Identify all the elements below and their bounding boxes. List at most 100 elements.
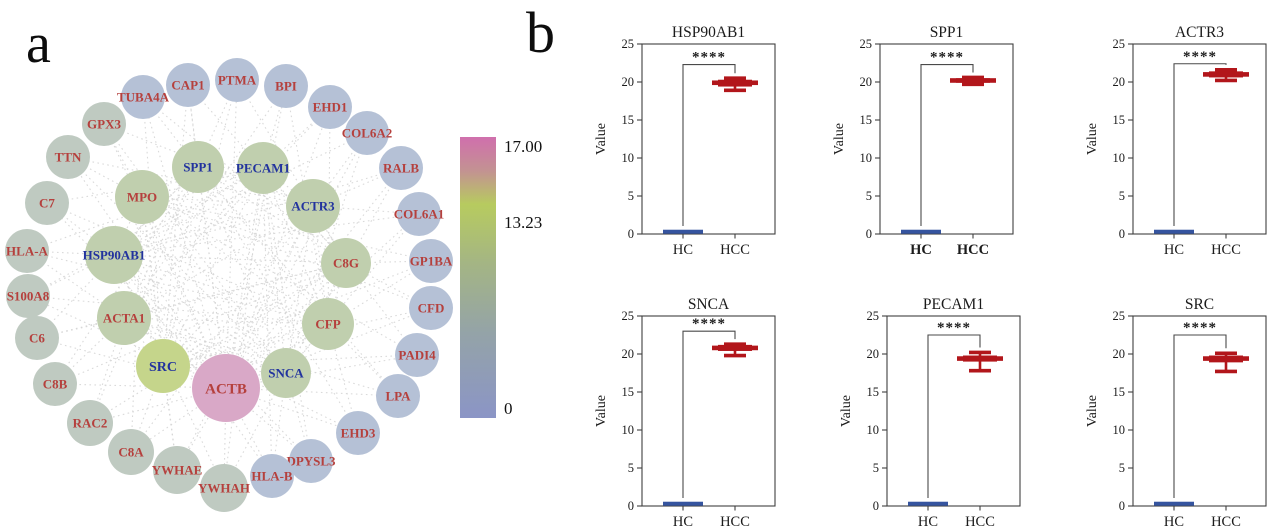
node-label-RALB: RALB: [383, 161, 419, 176]
node-label-GP1BA: GP1BA: [410, 254, 453, 269]
hc-box: [901, 229, 941, 234]
network-edges: [26, 79, 432, 489]
hc-box: [908, 501, 948, 506]
hcc-box: [1203, 68, 1249, 83]
node-circle-SPP1: [172, 141, 224, 193]
boxplot-snca: SNCA 0 5 10 15 20 25 Value HC HCC ****: [592, 292, 784, 532]
x-tick-label-HCC: HCC: [720, 514, 750, 530]
network-node-SRC: SRC: [136, 339, 190, 393]
sig-stars: ****: [692, 316, 726, 332]
node-circle-BPI: [264, 64, 308, 108]
colorbar-gradient: [460, 137, 496, 418]
network-node-PECAM1: PECAM1: [236, 142, 290, 194]
hcc-box: [712, 342, 758, 358]
y-tick-label: 15: [622, 113, 635, 127]
chart-title: ACTR3: [1175, 24, 1224, 41]
y-tick-label: 25: [622, 309, 635, 323]
network-node-GP1BA: GP1BA: [409, 239, 453, 283]
node-circle-LPA: [376, 374, 420, 418]
network-node-LPA: LPA: [376, 374, 420, 418]
network-node-HSP90AB1: HSP90AB1: [83, 226, 145, 284]
y-tick-label: 0: [873, 499, 879, 513]
node-label-ACTA1: ACTA1: [103, 311, 145, 326]
network-node-HLA-A: HLA-A: [5, 229, 49, 273]
node-circle-RAC2: [67, 400, 113, 446]
node-label-SPP1: SPP1: [183, 160, 213, 175]
sig-bracket: [1173, 63, 1227, 227]
node-label-COL6A2: COL6A2: [342, 126, 393, 141]
node-circle-GPX3: [82, 102, 126, 146]
node-circle-PADI4: [395, 333, 439, 377]
y-axis-label: Value: [594, 123, 609, 155]
network-node-C8G: C8G: [321, 238, 371, 288]
boxplot-svg-ACTR3: ACTR3 0 5 10 15 20 25 Value HC HCC ****: [1085, 24, 1267, 258]
node-circle-C6: [15, 316, 59, 360]
node-circle-TUBA4A: [121, 75, 165, 119]
y-tick-label: 25: [867, 309, 880, 323]
network-node-ACTB: ACTB: [192, 354, 260, 422]
network-node-PTMA: PTMA: [215, 58, 259, 102]
hcc-box: [950, 75, 996, 87]
y-tick-label: 5: [1119, 461, 1125, 475]
node-label-S100A8: S100A8: [7, 289, 50, 304]
node-circle-CFD: [409, 286, 453, 330]
node-circle-S100A8: [6, 274, 50, 318]
x-tick-label-HCC: HCC: [1211, 514, 1241, 530]
y-tick-label: 25: [622, 37, 635, 51]
colorbar-min-label: 0: [504, 399, 513, 418]
chart-title: SPP1: [930, 24, 964, 41]
panel-b-label: b: [526, 0, 555, 65]
node-circle-COL6A2: [345, 111, 389, 155]
node-circle-ACTR3: [286, 179, 340, 233]
node-label-PADI4: PADI4: [398, 348, 436, 363]
network-node-C8B: C8B: [33, 362, 77, 406]
y-tick-label: 5: [628, 189, 634, 203]
y-axis-label: Value: [832, 123, 847, 155]
network-node-RALB: RALB: [379, 146, 423, 190]
node-label-PECAM1: PECAM1: [236, 161, 290, 176]
sig-stars: ****: [930, 50, 964, 66]
y-tick-label: 20: [622, 347, 635, 361]
node-label-YWHAE: YWHAE: [152, 463, 203, 478]
boxplot-svg-HSP90AB1: HSP90AB1 0 5 10 15 20 25 Value HC HCC ****: [594, 24, 776, 258]
network-node-HLA-B: HLA-B: [250, 454, 294, 498]
node-circle-PTMA: [215, 58, 259, 102]
plot-frame: [641, 315, 776, 507]
network-node-MPO: MPO: [115, 170, 169, 224]
node-label-SNCA: SNCA: [268, 366, 304, 381]
y-tick-label: 0: [628, 499, 634, 513]
sig-bracket: [1173, 334, 1227, 499]
panel-a-label: a: [26, 13, 51, 75]
node-circle-TTN: [46, 135, 90, 179]
node-circle-COL6A1: [397, 192, 441, 236]
node-circle-CFP: [302, 298, 354, 350]
hcc-median-bar: [712, 80, 758, 86]
boxplot-src: SRC 0 5 10 15 20 25 Value HC HCC ****: [1083, 292, 1269, 532]
network-node-TTN: TTN: [46, 135, 90, 179]
colorbar-max-label: 17.00: [504, 137, 543, 156]
sig-bracket: [682, 63, 736, 227]
hcc-median-bar: [957, 356, 1003, 361]
y-axis-label: Value: [594, 395, 609, 427]
y-tick-label: 5: [1119, 189, 1125, 203]
x-tick-label-HC: HC: [673, 242, 693, 258]
y-tick-label: 10: [622, 151, 635, 165]
x-tick-label-HC: HC: [910, 242, 932, 258]
boxplot-svg-SPP1: SPP1 0 5 10 15 20 25 Value HC HCC ****: [832, 24, 1014, 258]
node-circle-C8B: [33, 362, 77, 406]
node-circle-EHD3: [336, 411, 380, 455]
colorbar-mid-label: 13.23: [504, 213, 543, 232]
plot-frame: [1132, 43, 1267, 235]
sig-stars: ****: [1183, 49, 1217, 65]
hc-box: [1154, 229, 1194, 234]
plot-frame: [1132, 315, 1267, 507]
y-tick-label: 5: [866, 189, 872, 203]
node-circle-PECAM1: [237, 142, 289, 194]
chart-title: SNCA: [688, 296, 730, 313]
sig-bracket: [920, 63, 974, 227]
hc-box: [663, 229, 703, 234]
y-tick-label: 5: [873, 461, 879, 475]
network-node-C6: C6: [15, 316, 59, 360]
y-tick-label: 0: [866, 227, 872, 241]
